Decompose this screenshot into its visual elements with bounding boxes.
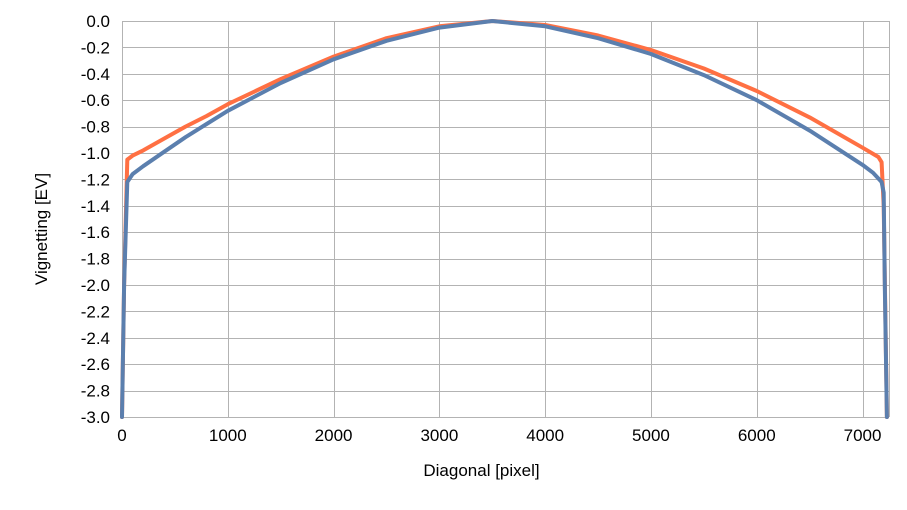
x-axis-title: Diagonal [pixel] (423, 461, 539, 480)
y-axis-title: Vignetting [EV] (32, 173, 51, 285)
y-tick-label: -0.2 (81, 38, 110, 57)
y-tick-label: -3.0 (81, 408, 110, 427)
y-tick-label: -1.0 (81, 144, 110, 163)
x-tick-label: 2000 (315, 426, 353, 445)
y-tick-label: -0.4 (81, 65, 110, 84)
x-tick-label: 4000 (526, 426, 564, 445)
x-axis-tick-labels: 0 1000 2000 3000 4000 5000 6000 7000 (117, 426, 881, 445)
y-tick-label: -1.6 (81, 223, 110, 242)
y-tick-label: -0.8 (81, 118, 110, 137)
y-tick-label: -1.4 (81, 197, 110, 216)
x-tick-label: 5000 (632, 426, 670, 445)
x-tick-label: 7000 (844, 426, 882, 445)
grid (122, 21, 890, 418)
y-tick-label: 0.0 (86, 12, 110, 31)
y-tick-label: -1.2 (81, 170, 110, 189)
series-lines (120, 19, 889, 419)
series-line-2 (120, 19, 889, 419)
y-tick-label: -2.6 (81, 355, 110, 374)
x-tick-label: 3000 (420, 426, 458, 445)
y-tick-label: -1.8 (81, 250, 110, 269)
x-tick-label: 0 (117, 426, 126, 445)
y-tick-label: -2.4 (81, 329, 110, 348)
series-line-1 (120, 19, 889, 419)
x-tick-label: 6000 (738, 426, 776, 445)
y-axis-tick-labels: 0.0 -0.2 -0.4 -0.6 -0.8 -1.0 -1.2 -1.4 -1.6 -1.8 -… (81, 12, 110, 427)
y-tick-label: -2.8 (81, 382, 110, 401)
y-tick-label: -2.2 (81, 302, 110, 321)
x-tick-label: 1000 (209, 426, 247, 445)
y-tick-label: -2.0 (81, 276, 110, 295)
y-tick-label: -0.6 (81, 91, 110, 110)
